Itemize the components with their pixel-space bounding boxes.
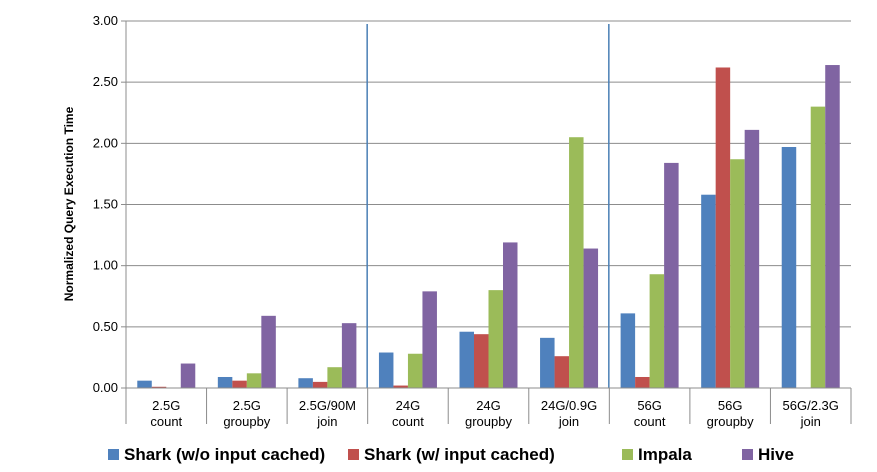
legend: Shark (w/o input cached) Shark (w/ input … — [108, 445, 794, 464]
y-tick-label: 1.50 — [93, 197, 118, 212]
legend-swatch — [742, 449, 753, 460]
bar — [246, 373, 262, 388]
y-tick-label: 0.00 — [93, 380, 118, 395]
bar — [503, 242, 518, 388]
bar — [422, 291, 437, 388]
y-tick-label: 1.00 — [93, 258, 118, 273]
x-category-label: count — [150, 414, 182, 429]
x-category-label: groupby — [707, 414, 754, 429]
x-category-label: groupby — [223, 414, 270, 429]
x-category-label: 56G — [718, 398, 743, 413]
bar — [459, 331, 474, 388]
bars — [137, 65, 840, 389]
x-category-label: 24G/0.9G — [541, 398, 597, 413]
bar — [810, 106, 826, 388]
bar — [312, 381, 328, 388]
bar — [540, 337, 555, 388]
x-category-label: join — [558, 414, 579, 429]
legend-swatch — [622, 449, 633, 460]
bar — [327, 367, 342, 388]
bar — [298, 378, 313, 388]
bar — [701, 194, 716, 388]
bar — [261, 315, 276, 388]
bar — [232, 380, 247, 388]
bar — [217, 376, 233, 388]
x-category-label: 56G — [637, 398, 662, 413]
bar — [781, 147, 797, 388]
legend-label: Shark (w/ input cached) — [364, 445, 555, 464]
y-axis-title: Normalized Query Execution Time — [62, 106, 76, 301]
bar — [569, 137, 584, 388]
legend-label: Shark (w/o input cached) — [124, 445, 325, 464]
bar — [664, 162, 679, 388]
x-category-label: join — [316, 414, 337, 429]
x-category-label: count — [392, 414, 424, 429]
legend-swatch — [348, 449, 359, 460]
bar — [635, 376, 650, 388]
bar — [649, 274, 665, 388]
bar — [407, 353, 423, 388]
bar — [620, 313, 636, 388]
bar — [474, 334, 489, 388]
x-category-label: 56G/2.3G — [783, 398, 839, 413]
x-category-label: 24G — [396, 398, 421, 413]
bar — [715, 67, 731, 388]
x-category-label: count — [634, 414, 666, 429]
y-tick-label: 2.00 — [93, 135, 118, 150]
bar — [378, 352, 394, 388]
bar — [488, 290, 503, 388]
axes: 0.000.501.001.502.002.503.002.5Gcount2.5… — [93, 13, 852, 429]
x-category-label: 2.5G — [152, 398, 180, 413]
y-tick-label: 0.50 — [93, 319, 118, 334]
bar — [730, 159, 745, 388]
y-tick-label: 2.50 — [93, 74, 118, 89]
bar — [744, 129, 760, 389]
y-tick-label: 3.00 — [93, 13, 118, 28]
x-category-label: groupby — [465, 414, 512, 429]
x-category-label: join — [800, 414, 821, 429]
x-category-label: 2.5G/90M — [299, 398, 356, 413]
bar — [137, 380, 152, 388]
bar — [554, 356, 570, 388]
bar — [341, 323, 357, 388]
bar — [151, 386, 167, 388]
legend-label: Impala — [638, 445, 692, 464]
legend-label: Hive — [758, 445, 794, 464]
bar — [583, 248, 599, 388]
bar — [180, 363, 196, 388]
bar — [825, 65, 840, 388]
legend-swatch — [108, 449, 119, 460]
x-category-label: 2.5G — [233, 398, 261, 413]
group-separators — [366, 24, 610, 388]
x-category-label: 24G — [476, 398, 501, 413]
bar — [393, 385, 408, 388]
